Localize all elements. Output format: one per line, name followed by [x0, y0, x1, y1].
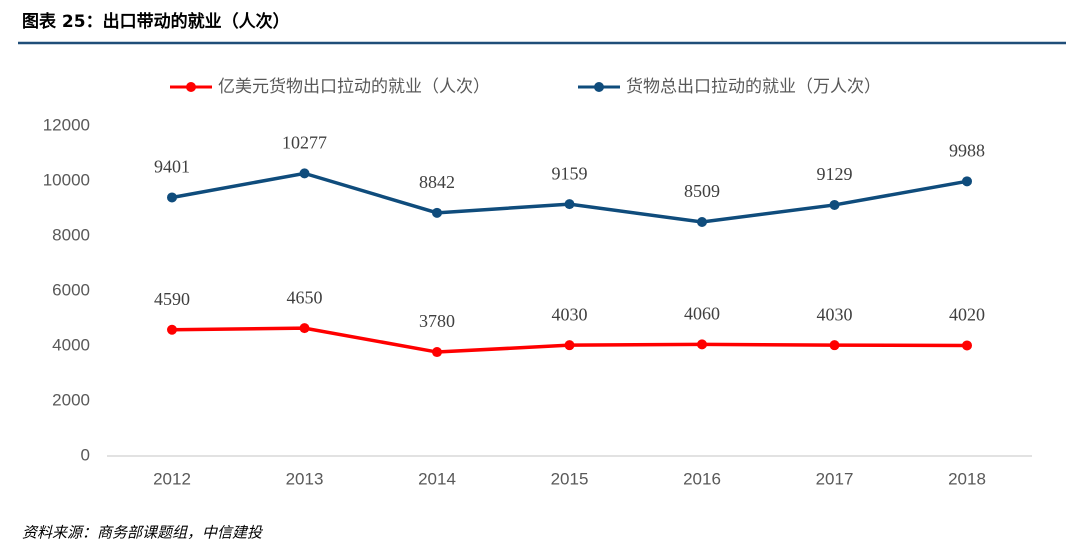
point	[167, 192, 177, 203]
value-label: 8842	[419, 172, 455, 192]
legend-label: 货物总出口拉动的就业（万人次）	[626, 77, 881, 97]
x-tick-label: 2017	[816, 469, 854, 488]
legend-label: 亿美元货物出口拉动的就业（人次）	[218, 77, 490, 97]
source-note: 资料来源：商务部课题组，中信建投	[22, 524, 264, 542]
point	[564, 340, 575, 351]
x-tick-label: 2012	[153, 469, 191, 488]
value-label: 3780	[419, 311, 455, 331]
value-label: 9159	[552, 163, 588, 183]
point	[829, 199, 840, 210]
y-tick-label: 6000	[52, 280, 90, 299]
x-tick-label: 2013	[286, 469, 324, 488]
x-tick-label: 2018	[948, 469, 986, 488]
legend-marker	[186, 82, 196, 92]
point	[697, 339, 707, 350]
point	[432, 347, 442, 358]
y-tick-label: 2000	[52, 390, 90, 409]
value-label: 4060	[684, 303, 720, 323]
point	[299, 323, 310, 334]
point	[829, 340, 840, 351]
y-tick-label: 10000	[43, 170, 90, 189]
point	[564, 199, 575, 210]
value-label: 4650	[287, 287, 323, 307]
x-tick-label: 2016	[683, 469, 721, 488]
value-label: 4590	[154, 289, 190, 309]
y-tick-label: 8000	[52, 225, 90, 244]
y-tick-label: 0	[81, 445, 90, 464]
value-label: 9129	[817, 164, 853, 184]
point	[962, 176, 972, 187]
x-tick-label: 2015	[551, 469, 589, 488]
point	[299, 168, 310, 179]
point	[697, 217, 707, 228]
point	[962, 340, 972, 351]
value-label: 4020	[949, 305, 985, 325]
legend-marker	[594, 82, 604, 92]
header-title: 图表 25：出口带动的就业（人次）	[22, 11, 290, 32]
value-label: 4030	[552, 304, 588, 324]
y-tick-label: 4000	[52, 335, 90, 354]
point	[432, 207, 442, 218]
value-label: 4030	[817, 304, 853, 324]
y-tick-label: 12000	[43, 115, 90, 134]
value-label: 10277	[282, 133, 327, 153]
value-label: 9401	[154, 157, 190, 177]
value-label: 8509	[684, 181, 720, 201]
point	[167, 324, 177, 335]
x-tick-label: 2014	[418, 469, 456, 488]
value-label: 9988	[949, 140, 985, 160]
